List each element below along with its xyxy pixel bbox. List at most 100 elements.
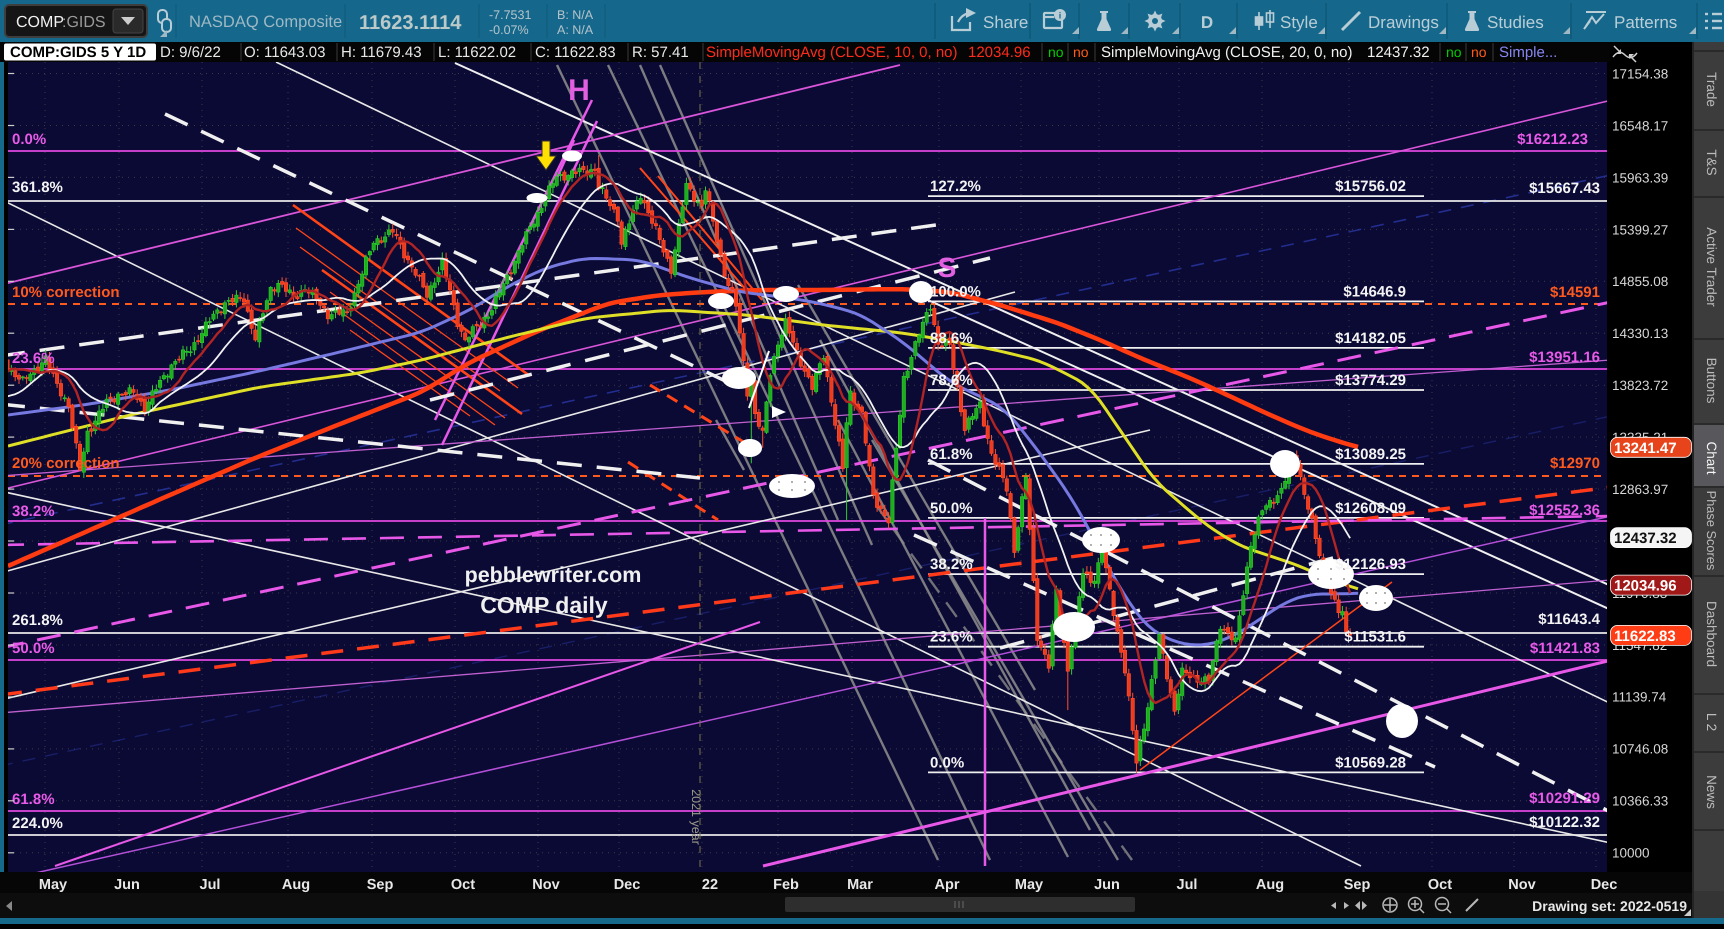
svg-text:11622.83: 11622.83	[1614, 628, 1676, 645]
svg-text:Phase Scores: Phase Scores	[1704, 491, 1719, 571]
svg-text:$15756.02: $15756.02	[1335, 178, 1406, 195]
svg-text:L 2: L 2	[1704, 713, 1719, 731]
svg-text:$14182.05: $14182.05	[1335, 330, 1406, 347]
svg-text:23.6%: 23.6%	[12, 350, 55, 367]
svg-text:Studies: Studies	[1487, 13, 1544, 32]
svg-text:$11643.4: $11643.4	[1538, 611, 1600, 628]
svg-text::GIDS: :GIDS	[62, 14, 106, 31]
svg-text:COMP daily: COMP daily	[480, 592, 608, 618]
svg-text:Aug: Aug	[1256, 877, 1284, 893]
svg-text:i: i	[1059, 11, 1062, 21]
svg-text:Nov: Nov	[1508, 877, 1535, 893]
svg-text:38.2%: 38.2%	[930, 556, 973, 573]
svg-text:0.0%: 0.0%	[12, 131, 46, 148]
svg-text:Sep: Sep	[1344, 877, 1371, 893]
svg-text:Style: Style	[1280, 13, 1318, 32]
svg-text:Oct: Oct	[1428, 877, 1452, 893]
svg-text:H: 11679.43: H: 11679.43	[341, 44, 422, 61]
svg-text:Jul: Jul	[1177, 877, 1198, 893]
svg-text:20% correction: 20% correction	[12, 455, 120, 472]
svg-text:11623.1114: 11623.1114	[359, 12, 462, 34]
svg-text:261.8%: 261.8%	[12, 612, 63, 629]
svg-text:12034.96: 12034.96	[968, 44, 1031, 61]
svg-text:14855.08: 14855.08	[1612, 274, 1668, 289]
svg-text:Oct: Oct	[451, 877, 475, 893]
svg-text:Apr: Apr	[935, 877, 960, 893]
svg-text:12863.97: 12863.97	[1612, 482, 1668, 497]
svg-text:10746.08: 10746.08	[1612, 742, 1668, 757]
svg-text:H: H	[568, 74, 590, 107]
svg-text:L: 11622.02: L: 11622.02	[438, 44, 516, 61]
svg-text:D: 9/6/22: D: 9/6/22	[160, 44, 221, 61]
svg-text:Chart: Chart	[1704, 441, 1719, 474]
svg-text:38.2%: 38.2%	[12, 503, 55, 520]
svg-text:SimpleMovingAvg (CLOSE, 20, 0,: SimpleMovingAvg (CLOSE, 20, 0, no)	[1101, 44, 1353, 61]
svg-text:$10291.29: $10291.29	[1529, 790, 1600, 807]
svg-text:D: D	[1201, 13, 1213, 32]
svg-text:224.0%: 224.0%	[12, 815, 63, 832]
svg-text:12437.32: 12437.32	[1614, 530, 1677, 547]
svg-text:100.0%: 100.0%	[930, 283, 981, 300]
svg-text:$13951.16: $13951.16	[1529, 349, 1600, 366]
svg-text:61.8%: 61.8%	[930, 446, 973, 463]
svg-text:$13774.29: $13774.29	[1335, 372, 1406, 389]
svg-text:23.6%: 23.6%	[930, 629, 973, 646]
svg-text:15963.39: 15963.39	[1612, 170, 1668, 185]
svg-text:Simple...: Simple...	[1499, 44, 1557, 61]
svg-text:Jul: Jul	[200, 877, 221, 893]
svg-text:50.0%: 50.0%	[930, 500, 973, 517]
svg-text:10366.33: 10366.33	[1612, 794, 1668, 809]
svg-text:NASDAQ Composite: NASDAQ Composite	[189, 13, 342, 31]
svg-text:-7.7531: -7.7531	[489, 8, 531, 22]
svg-text:22: 22	[702, 877, 718, 893]
svg-text:Dec: Dec	[614, 877, 641, 893]
svg-text:$14646.9: $14646.9	[1343, 283, 1406, 300]
svg-text:Nov: Nov	[532, 877, 559, 893]
svg-text:78.6%: 78.6%	[930, 372, 973, 389]
svg-text:$12608.09: $12608.09	[1335, 500, 1406, 517]
svg-text:May: May	[39, 877, 67, 893]
svg-text:Feb: Feb	[773, 877, 799, 893]
svg-text:no: no	[1073, 44, 1089, 60]
svg-text:15399.27: 15399.27	[1612, 222, 1668, 237]
svg-text:SimpleMovingAvg (CLOSE, 10, 0,: SimpleMovingAvg (CLOSE, 10, 0, no)	[706, 44, 958, 61]
svg-text:16548.17: 16548.17	[1612, 119, 1668, 134]
svg-text:361.8%: 361.8%	[12, 179, 63, 196]
svg-text:A: N/A: A: N/A	[557, 23, 594, 37]
svg-text:May: May	[1015, 877, 1043, 893]
svg-text:-0.07%: -0.07%	[489, 23, 529, 37]
svg-text:10000: 10000	[1612, 846, 1650, 861]
svg-text:Share: Share	[983, 13, 1028, 32]
svg-text:no: no	[1471, 44, 1487, 60]
svg-text:O: 11643.03: O: 11643.03	[244, 44, 325, 61]
svg-text:$11421.83: $11421.83	[1530, 640, 1600, 657]
svg-text:Dashboard: Dashboard	[1704, 601, 1719, 667]
svg-text:Patterns: Patterns	[1614, 13, 1677, 32]
svg-text:R: 57.41: R: 57.41	[632, 44, 689, 61]
svg-text:61.8%: 61.8%	[12, 791, 55, 808]
svg-text:C: 11622.83: C: 11622.83	[535, 44, 616, 61]
svg-text:no: no	[1048, 44, 1064, 60]
svg-text:Buttons: Buttons	[1704, 358, 1719, 404]
svg-text:11139.74: 11139.74	[1612, 690, 1667, 705]
svg-text:14330.13: 14330.13	[1612, 326, 1668, 341]
svg-text:pebblewriter.com: pebblewriter.com	[465, 563, 642, 587]
svg-text:$11531.6: $11531.6	[1344, 629, 1406, 646]
svg-text:$12552.36: $12552.36	[1529, 502, 1600, 519]
svg-text:Dec: Dec	[1591, 877, 1618, 893]
svg-text:Drawing set: 2022-0519: Drawing set: 2022-0519	[1532, 898, 1687, 914]
svg-text:0.0%: 0.0%	[930, 754, 964, 771]
svg-text:Trade: Trade	[1704, 72, 1719, 107]
svg-text:88.6%: 88.6%	[930, 330, 973, 347]
svg-text:Active Trader: Active Trader	[1704, 227, 1719, 307]
svg-text:COMP:GIDS 5 Y 1D: COMP:GIDS 5 Y 1D	[10, 44, 146, 61]
svg-text:2021 year: 2021 year	[689, 789, 703, 845]
svg-text:Jun: Jun	[114, 877, 140, 893]
svg-text:10% correction: 10% correction	[12, 284, 120, 301]
svg-text:COMP: COMP	[16, 14, 64, 31]
svg-text:S: S	[938, 252, 957, 283]
svg-text:B: N/A: B: N/A	[557, 8, 594, 22]
svg-text:$12970: $12970	[1550, 455, 1600, 472]
svg-text:$15667.43: $15667.43	[1529, 180, 1600, 197]
svg-text:12034.96: 12034.96	[1614, 578, 1677, 595]
